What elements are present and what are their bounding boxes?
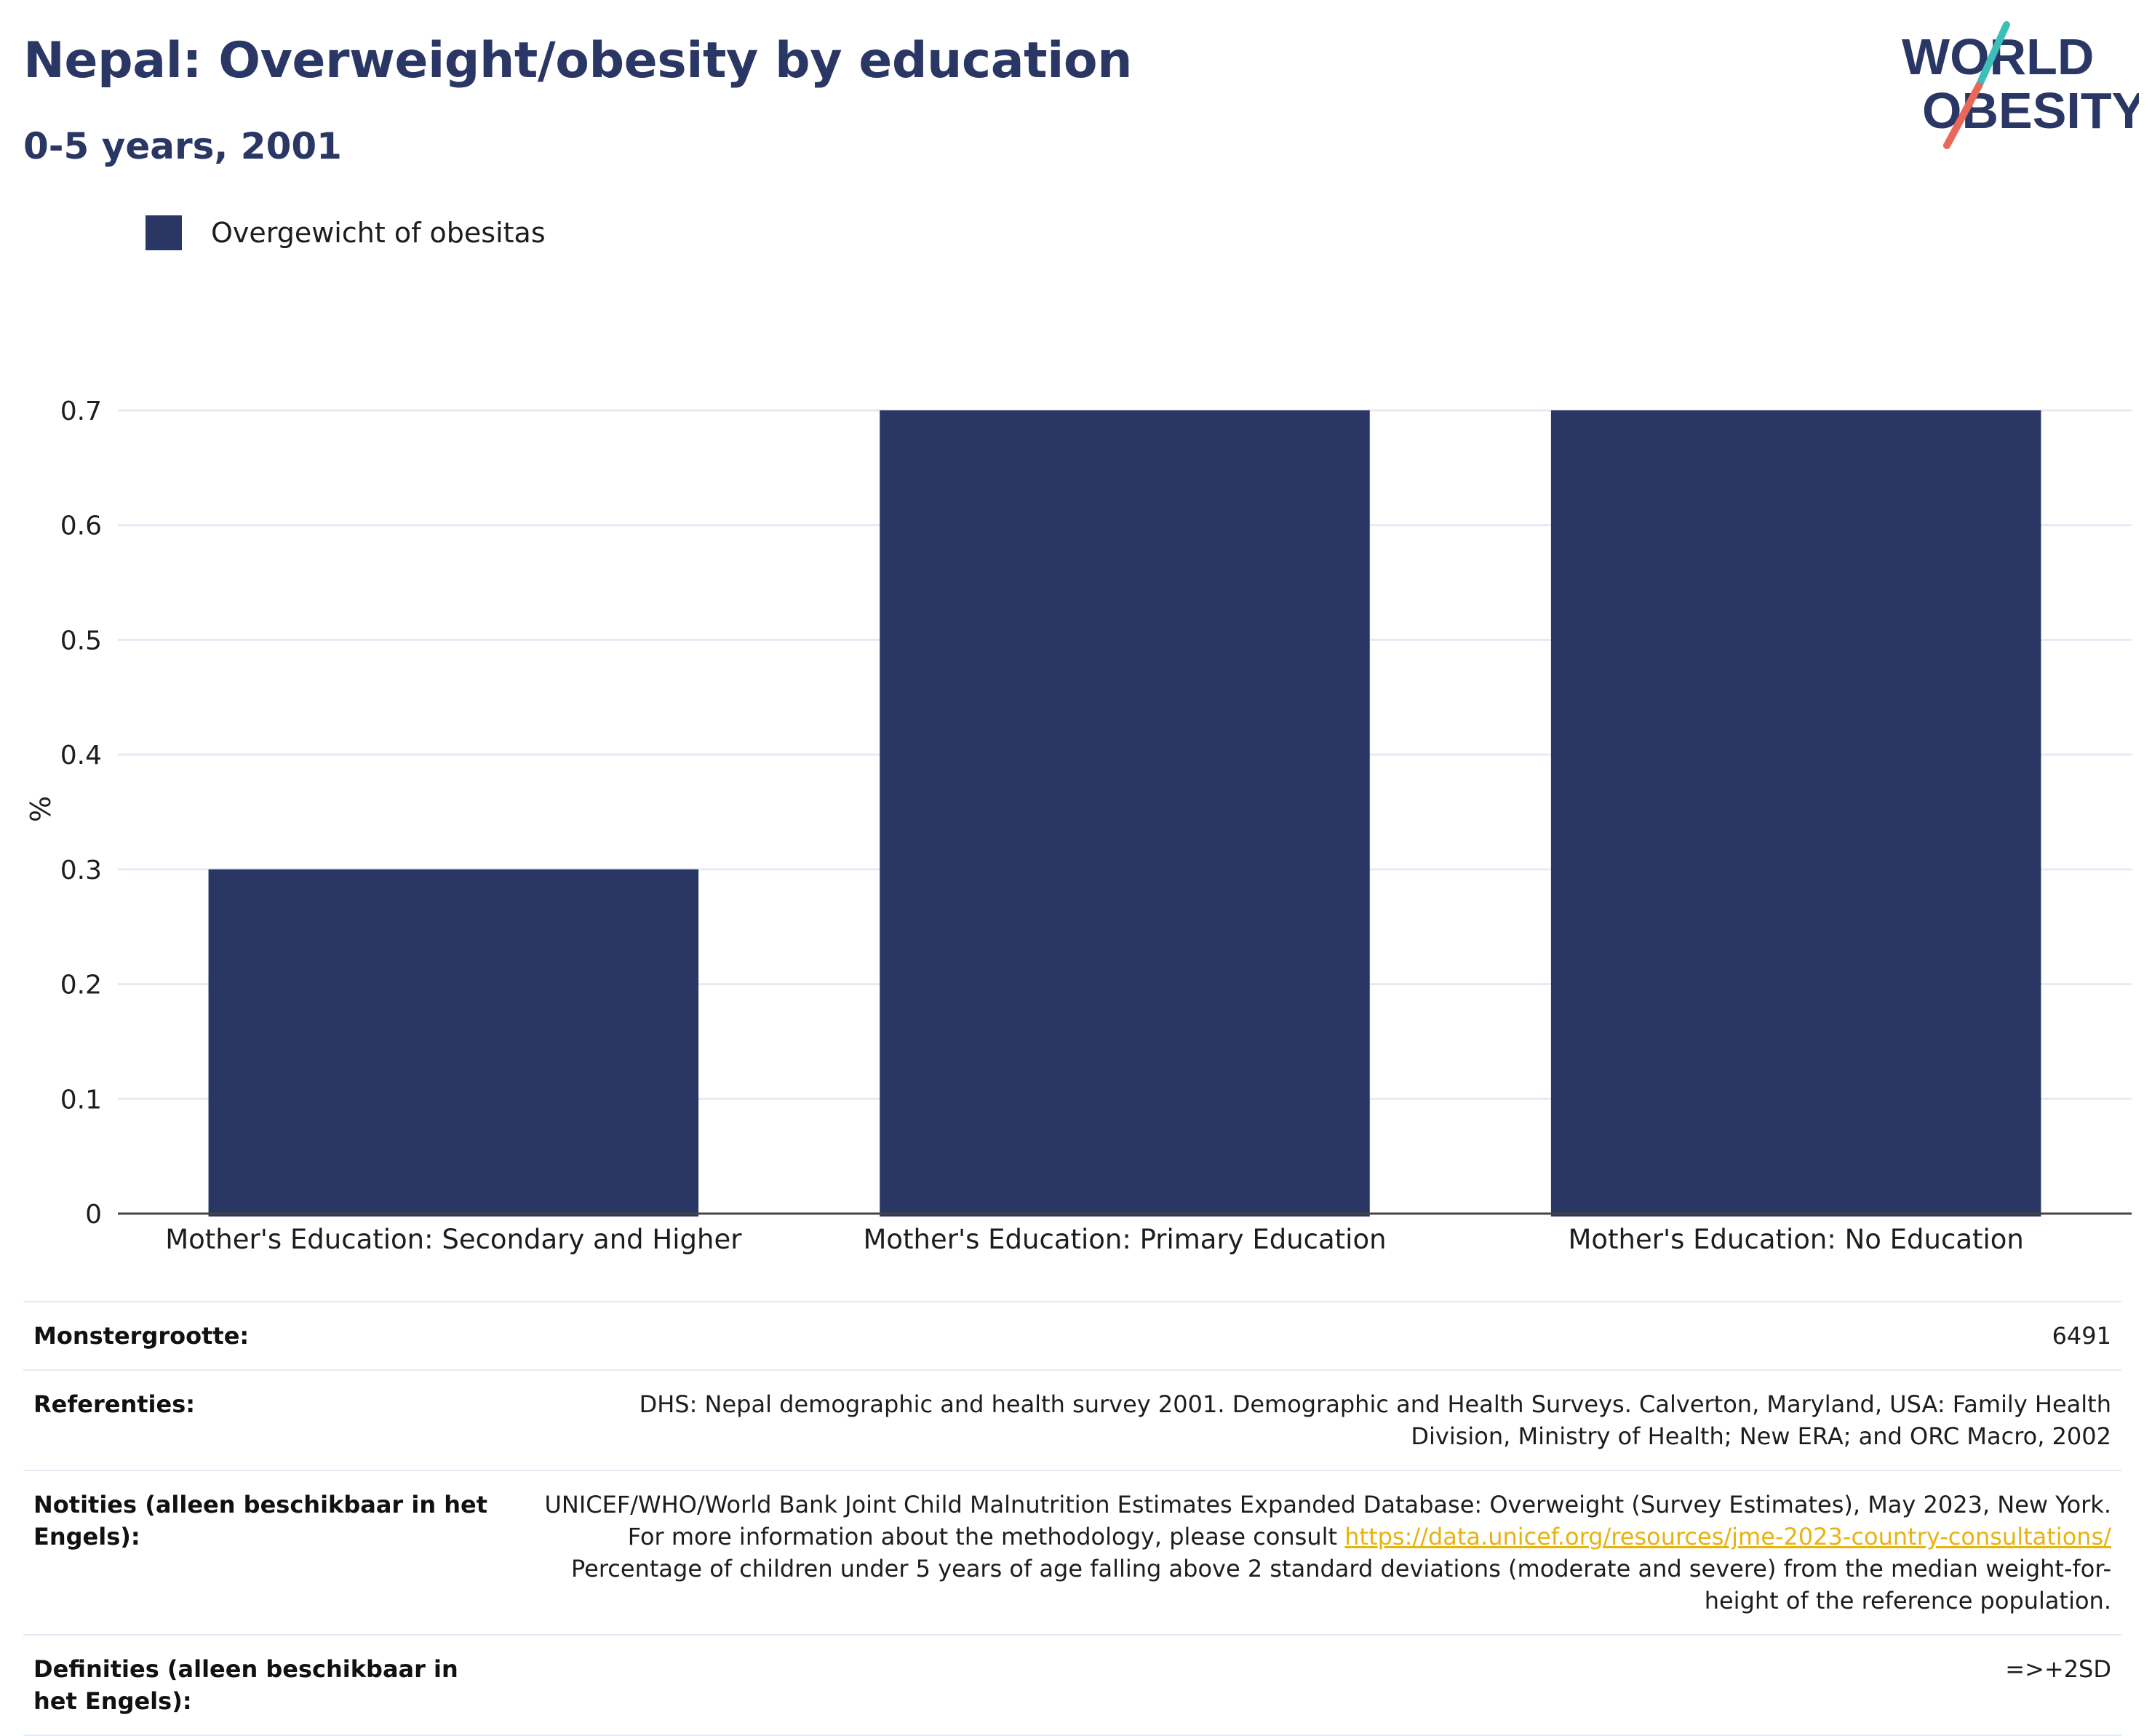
x-tick-label: Mother's Education: No Education	[1568, 1224, 2023, 1255]
info-row-definitions: Definities (alleen beschikbaar in het En…	[23, 1634, 2121, 1736]
x-tick-label: Mother's Education: Primary Education	[863, 1224, 1386, 1255]
page-title: Nepal: Overweight/obesity by education	[23, 32, 1133, 89]
references-label: Referenties:	[33, 1390, 196, 1418]
logo-slash-teal	[1975, 21, 2010, 89]
notes-value: UNICEF/WHO/World Bank Joint Child Malnut…	[540, 1489, 2112, 1617]
y-tick-label: 0.5	[60, 626, 102, 656]
logo-slash-red	[1943, 82, 1982, 149]
chart-legend[interactable]: Overgewicht of obesitas	[146, 215, 546, 250]
y-tick-label: 0.7	[60, 397, 102, 426]
info-row-references: Referenties: DHS: Nepal demographic and …	[23, 1369, 2121, 1470]
notes-text-after: Percentage of children under 5 years of …	[571, 1555, 2111, 1614]
notes-text-before: UNICEF/WHO/World Bank Joint Child Malnut…	[544, 1491, 2112, 1550]
info-row-sample-size: Monstergrootte: 6491	[23, 1301, 2121, 1369]
y-tick-label: 0.1	[60, 1085, 102, 1115]
info-row-notes: Notities (alleen beschikbaar in het Enge…	[23, 1470, 2121, 1634]
definitions-value: =>+2SD	[2005, 1655, 2111, 1683]
sample-size-value: 6491	[2052, 1322, 2111, 1350]
references-value: DHS: Nepal demographic and health survey…	[639, 1390, 2111, 1450]
bar-chart: 0 0.1 0.2 0.3 0.4 0.5 0.6 0.7 Mother's Education…	[60, 397, 2132, 1255]
notes-label: Notities (alleen beschikbaar in het Enge…	[33, 1491, 488, 1550]
y-tick-label: 0.2	[60, 971, 102, 1000]
world-obesity-logo: WORLD OBESITY	[1902, 21, 2139, 149]
y-axis-label: %	[25, 795, 57, 823]
page-subtitle: 0-5 years, 2001	[23, 125, 342, 167]
definitions-label: Definities (alleen beschikbaar in het En…	[33, 1655, 458, 1715]
y-tick-label: 0.4	[60, 741, 102, 771]
notes-link[interactable]: https://data.unicef.org/resources/jme-20…	[1344, 1523, 2111, 1550]
bar[interactable]	[208, 869, 699, 1217]
x-tick-label: Mother's Education: Secondary and Higher	[165, 1224, 742, 1255]
y-tick-label: 0.3	[60, 856, 102, 885]
bar[interactable]	[1550, 410, 2041, 1217]
sample-size-label: Monstergrootte:	[33, 1322, 250, 1350]
legend-label: Overgewicht of obesitas	[211, 217, 546, 249]
y-tick-label: 0.6	[60, 511, 102, 541]
y-tick-label: 0	[85, 1200, 102, 1230]
bar[interactable]	[880, 410, 1370, 1217]
legend-swatch	[146, 215, 182, 250]
info-table: Monstergrootte: 6491 Referenties: DHS: N…	[23, 1301, 2121, 1736]
